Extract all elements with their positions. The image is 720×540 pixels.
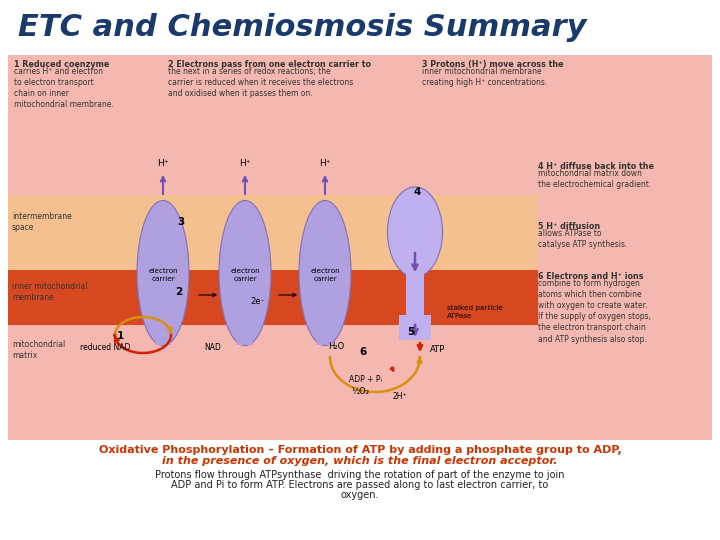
- Text: intermembrane
space: intermembrane space: [12, 212, 72, 232]
- Text: ADP and Pi to form ATP. Electrons are passed along to last electron carrier, to: ADP and Pi to form ATP. Electrons are pa…: [171, 480, 549, 490]
- Text: electron
carrier: electron carrier: [310, 268, 340, 282]
- Ellipse shape: [387, 187, 443, 277]
- Text: 4: 4: [413, 187, 420, 197]
- Bar: [8, 270, 538, 325]
- Bar: [317, 318, 333, 345]
- Text: H⁺: H⁺: [239, 159, 251, 168]
- Text: 5: 5: [408, 327, 415, 337]
- Text: oxygen.: oxygen.: [341, 490, 379, 500]
- Text: 2: 2: [176, 287, 183, 297]
- Text: reduced NAD: reduced NAD: [80, 343, 130, 352]
- Text: allows ATPase to
catalyse ATP synthesis.: allows ATPase to catalyse ATP synthesis.: [538, 229, 627, 249]
- Text: 6: 6: [359, 347, 366, 357]
- Text: 2e⁻: 2e⁻: [251, 298, 266, 307]
- Text: 3: 3: [177, 217, 184, 227]
- Text: 2H⁺: 2H⁺: [392, 392, 408, 401]
- Bar: [399, 315, 431, 340]
- Bar: [8, 195, 538, 275]
- Text: mitochondrial
matrix: mitochondrial matrix: [12, 340, 66, 360]
- Text: 6 Electrons and H⁺ ions: 6 Electrons and H⁺ ions: [538, 272, 644, 281]
- Text: ETC and Chemiosmosis Summary: ETC and Chemiosmosis Summary: [18, 13, 587, 42]
- Bar: [155, 318, 171, 345]
- Text: 5 H⁺ diffusion: 5 H⁺ diffusion: [538, 222, 600, 231]
- Text: 3 Protons (H⁺) move across the: 3 Protons (H⁺) move across the: [422, 60, 564, 69]
- Text: Oxidative Phosphorylation – Formation of ATP by adding a phosphate group to ADP,: Oxidative Phosphorylation – Formation of…: [99, 445, 621, 455]
- Text: carries H⁺ and electron
to electron transport
chain on inner
mitochondrial membr: carries H⁺ and electron to electron tran…: [14, 67, 114, 109]
- Text: 1: 1: [117, 331, 124, 341]
- Text: H⁺: H⁺: [157, 159, 168, 168]
- Ellipse shape: [299, 200, 351, 346]
- Text: H₂O: H₂O: [328, 342, 344, 351]
- Bar: [237, 318, 253, 345]
- Text: electron
carrier: electron carrier: [230, 268, 260, 282]
- Text: inner mitochondrial membrane
creating high H⁺ concentrations.: inner mitochondrial membrane creating hi…: [422, 67, 547, 87]
- Text: 4 H⁺ diffuse back into the: 4 H⁺ diffuse back into the: [538, 162, 654, 171]
- Text: Protons flow through ATPsynthase  driving the rotation of part of the enzyme to : Protons flow through ATPsynthase driving…: [156, 470, 564, 480]
- Text: 1 Reduced coenzyme: 1 Reduced coenzyme: [14, 60, 109, 69]
- Text: 2 Electrons pass from one electron carrier to: 2 Electrons pass from one electron carri…: [168, 60, 371, 69]
- Bar: [406, 232, 424, 315]
- Text: combine to form hydrogen
atoms which then combine
with oxygen to create water.
I: combine to form hydrogen atoms which the…: [538, 279, 651, 343]
- Bar: [8, 55, 712, 440]
- Text: in the presence of oxygen, which is the final electron acceptor.: in the presence of oxygen, which is the …: [162, 456, 558, 466]
- Ellipse shape: [137, 200, 189, 346]
- Text: NAD: NAD: [204, 343, 222, 352]
- Text: inner mitochondrial
membrane: inner mitochondrial membrane: [12, 282, 88, 302]
- Text: ADP + Pᵢ: ADP + Pᵢ: [348, 375, 382, 384]
- Ellipse shape: [219, 200, 271, 346]
- Text: H⁺: H⁺: [319, 159, 330, 168]
- Text: stalked particle
ATPase: stalked particle ATPase: [447, 305, 503, 319]
- Text: the next in a series of redox reactions; the
carrier is reduced when it receives: the next in a series of redox reactions;…: [168, 67, 354, 98]
- Text: ATP: ATP: [430, 346, 445, 354]
- Text: electron
carrier: electron carrier: [148, 268, 178, 282]
- Text: mitochondrial matrix down
the electrochemical gradient.: mitochondrial matrix down the electroche…: [538, 169, 652, 189]
- Text: ½O₂: ½O₂: [351, 387, 369, 396]
